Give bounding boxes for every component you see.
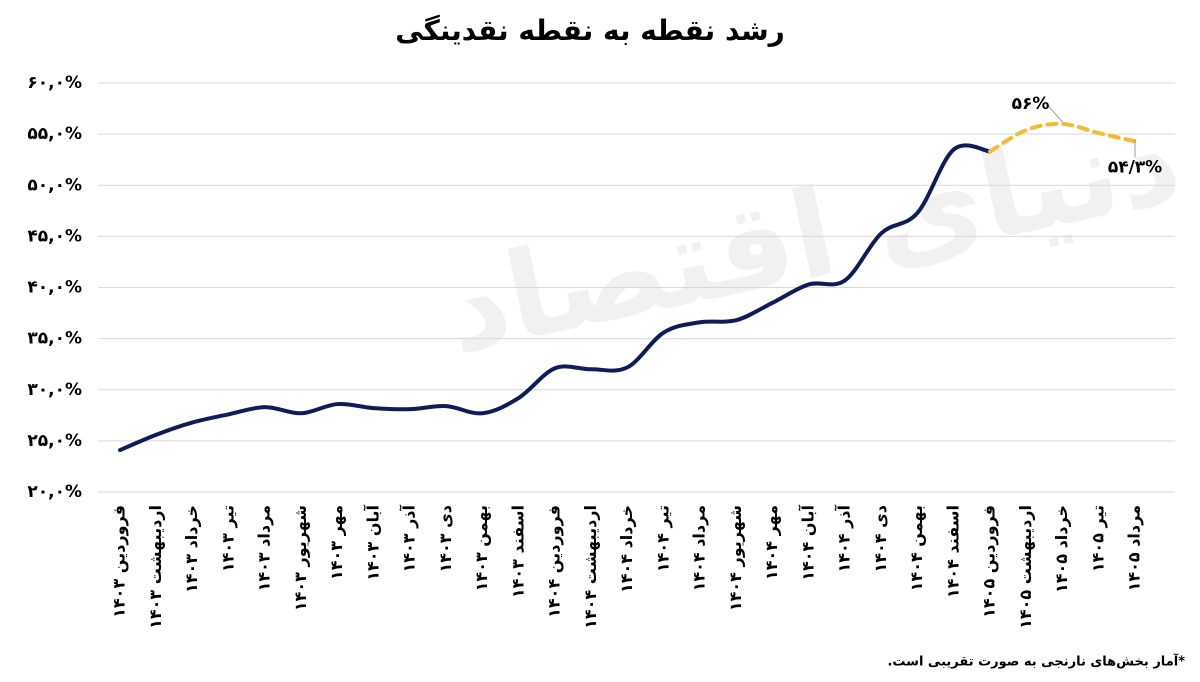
x-tick-label: مرداد ۱۴۰۳	[255, 505, 274, 591]
x-tick-label: مهر ۱۴۰۳	[327, 505, 346, 580]
y-tick-label: ۲۵,۰%	[27, 431, 82, 451]
line-series	[118, 143, 992, 453]
y-tick-label: ۵۰,۰%	[27, 175, 82, 195]
x-tick-label: آبان ۱۴۰۳	[362, 504, 382, 580]
value-label: ۵۶%	[1012, 94, 1050, 114]
x-tick-label: دی ۱۴۰۳	[436, 505, 455, 573]
footnote: *آمار بخش‌های نارنجی به صورت تقریبی است.	[887, 653, 1185, 670]
x-tick-label: مرداد ۱۴۰۵	[1125, 505, 1144, 591]
x-tick-label: مرداد ۱۴۰۴	[690, 505, 709, 591]
x-tick-label: شهریور ۱۴۰۳	[291, 505, 310, 611]
x-tick-label: اسفند ۱۴۰۳	[508, 505, 527, 598]
x-tick-label: آذر ۱۴۰۴	[834, 504, 854, 572]
x-tick-label: بهمن ۱۴۰۳	[472, 505, 491, 591]
x-tick-label: تیر ۱۴۰۳	[218, 505, 237, 572]
y-tick-label: ۴۵,۰%	[27, 226, 82, 246]
x-tick-label: آبان ۱۴۰۴	[797, 504, 817, 580]
x-tick-label: مهر ۱۴۰۴	[762, 505, 781, 580]
y-tick-label: ۴۰,۰%	[27, 278, 82, 298]
value-label: ۵۴/۳%	[1108, 157, 1162, 177]
x-tick-label: بهمن ۱۴۰۴	[907, 505, 926, 591]
x-tick-label: اردیبهشت ۱۴۰۳	[146, 505, 165, 629]
x-tick-label: فروردین ۱۴۰۳	[110, 505, 129, 618]
y-tick-label: ۲۰,۰%	[27, 482, 82, 502]
y-tick-label: ۵۵,۰%	[27, 124, 82, 144]
chart-title: رشد نقطه به نقطه نقدینگی	[395, 14, 785, 47]
x-tick-label: خرداد ۱۴۰۵	[1052, 505, 1071, 593]
x-tick-label: شهریور ۱۴۰۴	[726, 505, 745, 611]
x-tick-label: اردیبهشت ۱۴۰۴	[581, 505, 600, 629]
line-series	[988, 121, 1137, 154]
x-tick-label: فروردین ۱۴۰۵	[980, 505, 999, 618]
y-tick-label: ۶۰,۰%	[27, 73, 82, 93]
x-tick-label: دی ۱۴۰۴	[871, 505, 890, 573]
y-tick-label: ۳۵,۰%	[27, 329, 82, 349]
x-tick-label: آذر ۱۴۰۳	[399, 504, 419, 572]
x-tick-label: خرداد ۱۴۰۴	[617, 505, 636, 593]
x-tick-label: تیر ۱۴۰۴	[653, 505, 672, 572]
x-tick-label: اسفند ۱۴۰۴	[943, 505, 962, 598]
x-tick-label: تیر ۱۴۰۵	[1088, 505, 1107, 572]
x-tick-label: فروردین ۱۴۰۴	[545, 505, 564, 618]
y-tick-label: ۳۰,۰%	[27, 380, 82, 400]
x-tick-label: خرداد ۱۴۰۳	[182, 505, 201, 593]
leader-line	[1046, 103, 1063, 123]
x-tick-label: اردیبهشت ۱۴۰۵	[1016, 505, 1035, 629]
